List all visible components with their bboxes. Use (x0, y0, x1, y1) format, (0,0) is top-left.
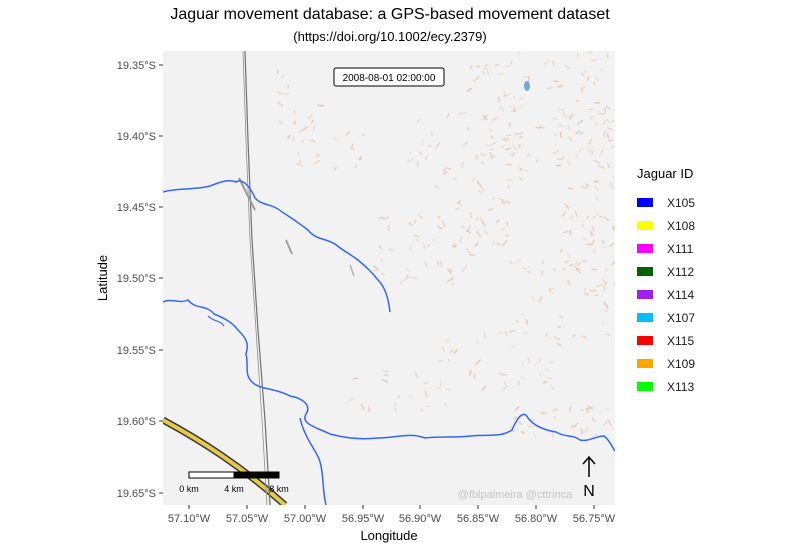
x-axis-title: Longitude (360, 528, 417, 543)
river-branch (207, 315, 225, 327)
scale-label-4: 4 km (224, 484, 244, 494)
north-arrow: N (582, 455, 596, 500)
legend-item-x111: X111 (637, 237, 695, 260)
map-subtitle: (https://doi.org/10.1002/ecy.2379) (293, 29, 487, 44)
y-axis-title: Latitude (95, 255, 110, 301)
y-tick-label: 19.40°S (117, 131, 156, 143)
x-tick-label: 56.90°W (399, 513, 442, 525)
legend-key (637, 221, 653, 230)
y-tick-label: 19.35°S (117, 60, 156, 72)
legend-label: X107 (667, 310, 696, 325)
legend-item-x108: X108 (637, 214, 695, 237)
track-segment (349, 264, 355, 277)
track-line (244, 51, 271, 505)
x-axis: 57.10°W 57.05°W 57.00°W 56.95°W 56.90°W 56.85… (168, 505, 616, 525)
legend-key (637, 336, 653, 345)
legend-key (637, 313, 653, 322)
y-tick-label: 19.60°S (117, 416, 156, 428)
track-line (242, 51, 268, 505)
legend: Jaguar ID X105 X108 X111 X112 X114 X107 X115 X1… (637, 166, 695, 398)
x-tick-label: 56.95°W (342, 513, 385, 525)
terrain-texture (276, 51, 615, 439)
watermark: @fblpalmeira @cttrinca (458, 489, 574, 501)
legend-item-x107: X107 (637, 306, 695, 329)
y-tick-label: 19.45°S (117, 202, 156, 214)
legend-key (637, 267, 653, 276)
legend-label: X108 (667, 218, 696, 233)
y-tick-label: 19.50°S (117, 273, 156, 285)
legend-item-x112: X112 (637, 260, 695, 283)
legend-key (637, 198, 653, 207)
water-body (524, 81, 530, 91)
legend-item-x105: X105 (637, 191, 695, 214)
legend-label: X109 (667, 356, 696, 371)
legend-label: X112 (667, 264, 695, 279)
track-segment (285, 239, 293, 255)
river-south (163, 299, 615, 452)
legend-key (637, 244, 653, 253)
legend-label: X114 (667, 287, 695, 302)
river-north (163, 180, 391, 313)
legend-title: Jaguar ID (637, 166, 694, 181)
timestamp-label: 2008-08-01 02:00:00 (343, 73, 436, 84)
legend-item-x113: X113 (637, 375, 695, 398)
north-arrow-icon (582, 455, 596, 477)
track-segment (238, 177, 256, 211)
map-title: Jaguar movement database: a GPS-based mo… (170, 6, 610, 23)
x-tick-label: 56.80°W (515, 513, 558, 525)
legend-item-x115: X115 (637, 329, 695, 352)
legend-key (637, 382, 653, 391)
y-tick-label: 19.65°S (117, 488, 156, 500)
y-tick-label: 19.55°S (117, 345, 156, 357)
scale-bar: 0 km 4 km 8 km (179, 471, 289, 494)
legend-label: X115 (667, 333, 695, 348)
legend-key (637, 359, 653, 368)
x-tick-label: 56.75°W (573, 513, 616, 525)
legend-item-x109: X109 (637, 352, 695, 375)
legend-key (637, 290, 653, 299)
legend-items: X105 X108 X111 X112 X114 X107 X115 X109 X113 (637, 191, 695, 398)
x-tick-label: 57.00°W (284, 513, 327, 525)
legend-item-x114: X114 (637, 283, 695, 306)
y-axis: 19.35°S 19.40°S 19.45°S 19.50°S 19.55°S 19.60… (117, 60, 163, 500)
legend-label: X105 (667, 195, 696, 210)
timestamp-box: 2008-08-01 02:00:00 (333, 67, 445, 87)
river-branch (299, 417, 327, 505)
north-arrow-label: N (583, 483, 595, 500)
legend-label: X111 (667, 241, 694, 256)
scale-label-8: 8 km (269, 484, 289, 494)
scale-label-0: 0 km (179, 484, 199, 494)
x-tick-label: 57.10°W (168, 513, 211, 525)
x-tick-label: 56.85°W (457, 513, 500, 525)
x-tick-label: 57.05°W (226, 513, 269, 525)
legend-label: X113 (667, 379, 695, 394)
